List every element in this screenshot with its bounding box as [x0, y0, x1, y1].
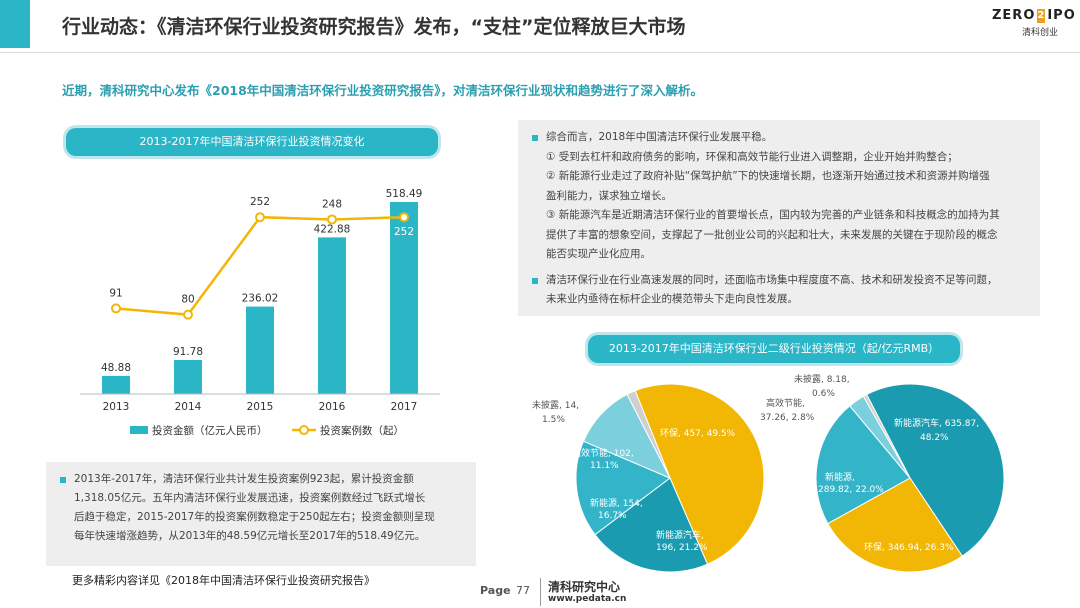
- investment-bar: [246, 306, 274, 394]
- deals-point: [183, 309, 193, 320]
- sector-pie-charts: 环保, 457, 49.5% 新能源汽车, 196, 21.2% 新能源, 15…: [532, 373, 1005, 573]
- intro-text: 近期，清科研究中心发布《2018年中国清洁环保行业投资研究报告》，对清洁环保行业…: [62, 83, 704, 98]
- analysis-p4b: 提供了丰富的想象空间，支撑起了一批创业公司的兴起和壮大，未来发展的关键在于现阶段…: [546, 228, 998, 241]
- pie2-label-xny-b: 289.82, 22.0%: [818, 485, 884, 495]
- pie-slice: [634, 383, 765, 565]
- logo: ZERO 2 IPO 清科创业: [992, 8, 1076, 48]
- summary-line-4: 每年快速增涨趋势，从2013年的48.59亿元增长至2017年的518.49亿元…: [74, 530, 426, 542]
- summary-line-2: 1,318.05亿元。五年内清洁环保行业发展迅速，投资案例数经过飞跃式增长: [74, 492, 426, 504]
- investment-bar: [390, 201, 418, 394]
- footer-url: www.pedata.cn: [548, 594, 627, 604]
- legend-line-marker: [299, 425, 309, 435]
- left-chart-title: 2013-2017年中国清洁环保行业投资情况变化: [66, 128, 438, 156]
- pie1-label-ev-b: 196, 21.2%: [656, 543, 708, 553]
- pie2-label-ev-a: 新能源汽车, 635.87,: [894, 417, 979, 429]
- header-accent: [0, 0, 30, 48]
- pie-slice: [815, 405, 911, 525]
- right-chart-title: 2013-2017年中国清洁环保行业二级行业投资情况（起/亿元RMB）: [588, 335, 960, 363]
- legend-line-label: 投资案例数（起）: [320, 424, 404, 437]
- logo-text-left: ZERO: [992, 8, 1036, 23]
- logo-subtitle: 清科创业: [1022, 28, 1059, 38]
- pie-slice: [626, 390, 671, 479]
- analysis-p5a: 清洁环保行业在行业高速发展的同时，还面临市场集中程度度不高、技术和研发投资不足等…: [532, 271, 1026, 291]
- investment-bar: [102, 375, 130, 394]
- pie2-label-gxjn-b: 37.26, 2.8%: [760, 413, 815, 423]
- header-divider: [0, 52, 1080, 53]
- pie1-label-xny-b: 16.7%: [598, 511, 627, 521]
- analysis-p1: 综合而言，2018年中国清洁环保行业发展平稳。: [532, 128, 1026, 148]
- bar-value-label: 91.78: [173, 346, 203, 358]
- deals-point: [327, 214, 337, 225]
- bar-value-label: 422.88: [314, 223, 351, 235]
- line-value-label: 252: [250, 196, 270, 208]
- x-tick-label: 2014: [175, 401, 202, 413]
- pie-slice: [575, 440, 671, 536]
- investment-bar: [318, 237, 346, 394]
- bar-value-label: 236.02: [242, 293, 279, 305]
- line-value-label: 252: [394, 226, 414, 238]
- deals-point: [399, 212, 409, 223]
- pie2-label-gxjn-a: 高效节能,: [766, 397, 805, 409]
- page-label: Page: [480, 584, 511, 597]
- pie-slice: [582, 393, 672, 480]
- pie2-label-ev-b: 48.2%: [920, 433, 949, 443]
- summary-line-1: 2013年-2017年，清洁环保行业共计发生投资案例923起，累计投资金额: [60, 470, 462, 489]
- pie-deals: [575, 383, 765, 573]
- x-tick-label: 2013: [103, 401, 130, 413]
- logo-mark-icon: 2: [1037, 8, 1046, 23]
- header-bar: [0, 0, 1080, 58]
- pie1-label-ev-a: 新能源汽车,: [656, 529, 704, 541]
- pie1-label-wpl-b: 1.5%: [542, 415, 565, 425]
- footer-divider: [540, 578, 541, 606]
- analysis-p5b: 未来业内亟待在标杆企业的模范带头下走向良性发展。: [546, 293, 798, 305]
- analysis-p3a: ② 新能源行业走过了政府补贴“保驾护航”下的快速增长期，也逐渐开始通过技术和资源…: [546, 170, 990, 182]
- line-value-label: 248: [322, 198, 342, 210]
- line-value-label: 91: [109, 287, 122, 299]
- pie2-label-huanbao: 环保, 346.94, 26.3%: [864, 541, 954, 553]
- logo-text-right: IPO: [1047, 8, 1076, 23]
- page-number: 77: [516, 584, 530, 597]
- x-tick-label: 2017: [391, 401, 418, 413]
- pie-slice: [862, 393, 911, 479]
- summary-box-left: 2013年-2017年，清洁环保行业共计发生投资案例923起，累计投资金额 1,…: [46, 462, 476, 566]
- pie-slice: [865, 383, 1005, 557]
- legend-bar-label: 投资金额（亿元人民币）: [152, 424, 268, 437]
- pie1-label-huanbao: 环保, 457, 49.5%: [660, 427, 736, 439]
- bar-value-label: 48.88: [101, 362, 131, 374]
- summary-line-3: 后趋于稳定，2015-2017年的投资案例数稳定于250起左右；投资金额则呈现: [74, 511, 435, 523]
- deals-point: [111, 303, 121, 314]
- investment-bar: [174, 360, 202, 394]
- pie1-label-gxjn-a: 高效节能, 102,: [572, 447, 634, 459]
- pie2-label-wpl-b: 0.6%: [812, 389, 835, 399]
- bar-value-label: 518.49: [386, 188, 423, 200]
- deals-point: [255, 212, 265, 223]
- pie2-label-xny-a: 新能源,: [825, 471, 855, 483]
- line-value-label: 80: [181, 294, 194, 306]
- more-info-text: 更多精彩内容详见《2018年中国清洁环保行业投资研究报告》: [72, 574, 375, 587]
- x-tick-label: 2015: [247, 401, 274, 413]
- pie-slice: [827, 477, 963, 573]
- analysis-p2: ① 受到去杠杆和政府债务的影响，环保和高效节能行业进入调整期，企业开始并购整合；: [546, 150, 958, 163]
- analysis-p4c: 能否实现产业化应用。: [546, 248, 651, 260]
- pie-amount: [815, 383, 1005, 573]
- pie1-label-wpl-a: 未披露, 14,: [532, 399, 579, 411]
- legend-bar-swatch: [130, 426, 148, 434]
- investment-trend-chart: 2013 2014 2015 2016 2017 48.88 91 91.78 80 236.0…: [80, 188, 440, 437]
- footer-org: 清科研究中心: [548, 580, 621, 594]
- pie1-label-xny-a: 新能源, 154,: [590, 497, 643, 509]
- analysis-box-right: 综合而言，2018年中国清洁环保行业发展平稳。 ① 受到去杠杆和政府债务的影响，…: [518, 120, 1040, 316]
- pie2-label-wpl-a: 未披露, 8.18,: [794, 373, 850, 385]
- x-tick-label: 2016: [319, 401, 346, 413]
- page-title: 行业动态：《清洁环保行业投资研究报告》发布，“支柱”定位释放巨大市场: [62, 16, 686, 38]
- analysis-p3b: 盈利能力，谋求独立增长。: [546, 189, 672, 202]
- pie1-label-gxjn-b: 11.1%: [590, 461, 619, 471]
- analysis-p4a: ③ 新能源汽车是近期清洁环保行业的首要增长点，国内较为完善的产业链条和科技概念的…: [546, 209, 1000, 221]
- pie-slice: [594, 477, 709, 573]
